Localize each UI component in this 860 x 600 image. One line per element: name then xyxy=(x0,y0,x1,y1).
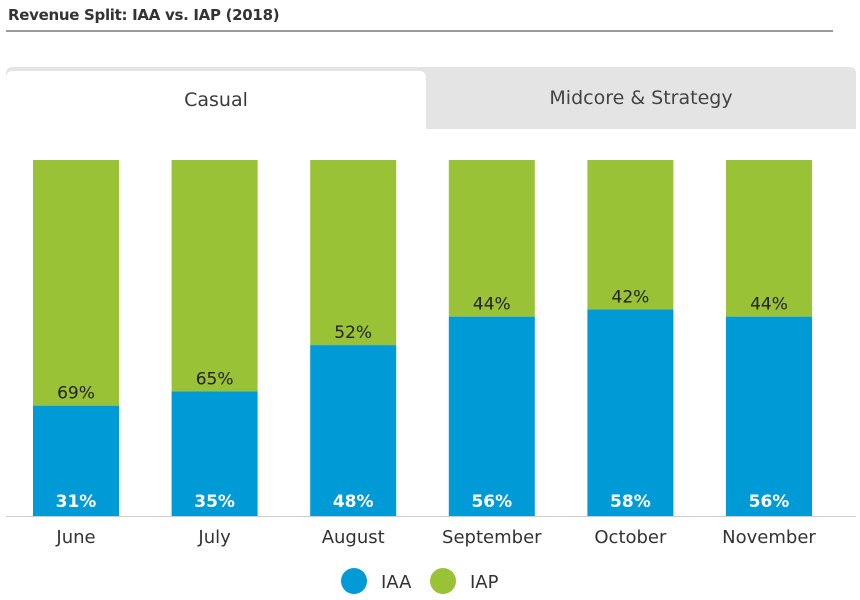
data-label-iaa: 35% xyxy=(194,492,235,512)
bar-iap xyxy=(587,160,674,310)
x-tick-label: July xyxy=(197,527,231,548)
tab-bar: Casual Midcore & Strategy xyxy=(6,67,856,129)
legend-label-iaa: IAA xyxy=(381,572,412,593)
page-title: Revenue Split: IAA vs. IAP (2018) xyxy=(8,6,280,24)
data-label-iap: 44% xyxy=(473,295,511,315)
data-label-iap: 42% xyxy=(612,288,650,308)
data-label-iap: 44% xyxy=(750,295,788,315)
bar-iaa xyxy=(33,405,119,516)
data-label-iap: 52% xyxy=(334,323,372,343)
title-divider xyxy=(6,30,833,32)
data-label-iaa: 56% xyxy=(471,492,512,512)
data-label-iaa: 31% xyxy=(56,492,97,512)
bar-iaa xyxy=(587,309,674,516)
bar-iap xyxy=(171,160,258,392)
x-tick-label: September xyxy=(442,527,542,548)
data-label-iaa: 56% xyxy=(749,492,790,512)
bar-iaa xyxy=(726,316,812,516)
data-label-iaa: 48% xyxy=(333,492,374,512)
bar-iap xyxy=(448,160,535,317)
legend-marker-iaa xyxy=(341,568,367,594)
tab-casual[interactable]: Casual xyxy=(6,71,426,129)
bar-iap xyxy=(310,160,397,346)
bar-iap xyxy=(33,160,119,406)
data-label-iap: 69% xyxy=(57,384,95,404)
x-tick-label: October xyxy=(594,527,667,548)
data-label-iap: 65% xyxy=(196,369,234,389)
x-tick-label: August xyxy=(322,527,385,548)
x-tick-label: November xyxy=(722,527,816,548)
legend-marker-iap xyxy=(430,568,456,594)
tab-midcore-strategy[interactable]: Midcore & Strategy xyxy=(549,87,733,109)
bar-iaa xyxy=(171,391,258,516)
legend-label-iap: IAP xyxy=(470,572,499,593)
bar-iaa xyxy=(448,316,535,516)
x-tick-label: June xyxy=(55,527,95,548)
data-label-iaa: 58% xyxy=(610,492,651,512)
bar-iaa xyxy=(310,345,397,516)
bar-iap xyxy=(726,160,812,317)
